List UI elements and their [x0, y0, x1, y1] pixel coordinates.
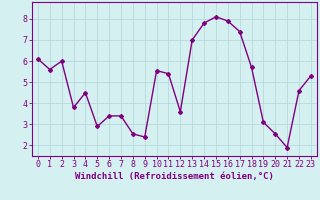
- X-axis label: Windchill (Refroidissement éolien,°C): Windchill (Refroidissement éolien,°C): [75, 172, 274, 181]
